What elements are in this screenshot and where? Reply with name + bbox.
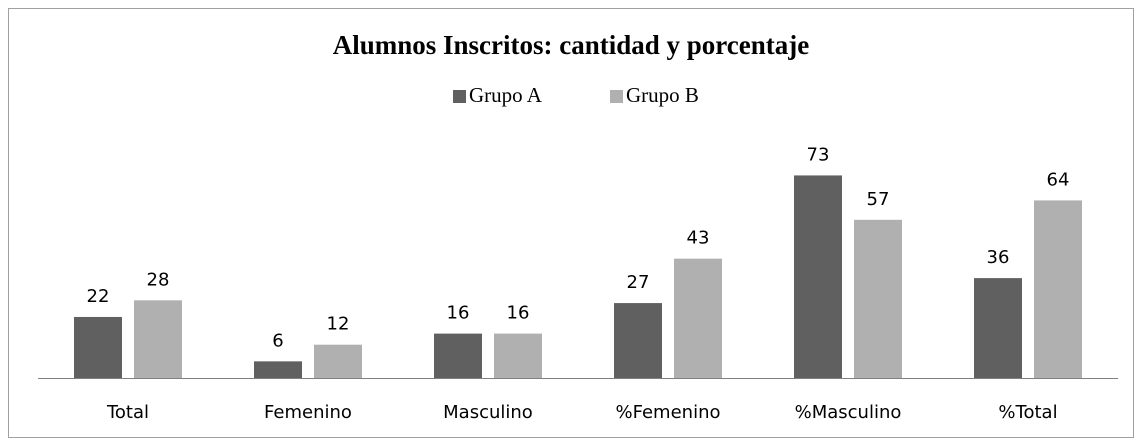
x-tick-label: %Total bbox=[998, 402, 1057, 423]
x-tick-label: Femenino bbox=[264, 402, 352, 423]
data-label: 12 bbox=[327, 314, 350, 335]
data-label: 6 bbox=[272, 330, 283, 351]
data-label: 36 bbox=[987, 247, 1010, 268]
bar bbox=[434, 333, 482, 378]
data-label: 16 bbox=[507, 303, 530, 324]
bar bbox=[974, 278, 1022, 378]
legend-swatch bbox=[453, 90, 466, 103]
data-label: 43 bbox=[687, 228, 710, 249]
bar bbox=[494, 333, 542, 378]
bar bbox=[674, 258, 722, 378]
bar bbox=[1034, 200, 1082, 378]
data-label: 16 bbox=[447, 303, 470, 324]
bar bbox=[314, 344, 362, 378]
bar bbox=[134, 300, 182, 378]
data-label: 22 bbox=[87, 286, 110, 307]
bar bbox=[854, 219, 902, 378]
legend-label: Grupo B bbox=[626, 83, 699, 107]
chart-border bbox=[8, 8, 1134, 438]
data-label: 73 bbox=[807, 144, 830, 165]
bar bbox=[74, 316, 122, 378]
data-label: 28 bbox=[147, 269, 170, 290]
data-label: 57 bbox=[867, 189, 890, 210]
bar bbox=[794, 175, 842, 378]
x-tick-label: Masculino bbox=[443, 402, 533, 423]
chart-title: Alumnos Inscritos: cantidad y porcentaje bbox=[333, 30, 810, 60]
x-tick-label: %Femenino bbox=[616, 402, 721, 423]
data-label: 27 bbox=[627, 272, 650, 293]
x-tick-label: %Masculino bbox=[795, 402, 902, 423]
bar bbox=[614, 303, 662, 378]
data-label: 64 bbox=[1047, 169, 1070, 190]
legend-swatch bbox=[610, 90, 623, 103]
legend-label: Grupo A bbox=[469, 83, 543, 107]
x-tick-label: Total bbox=[106, 402, 149, 423]
bar bbox=[254, 361, 302, 378]
